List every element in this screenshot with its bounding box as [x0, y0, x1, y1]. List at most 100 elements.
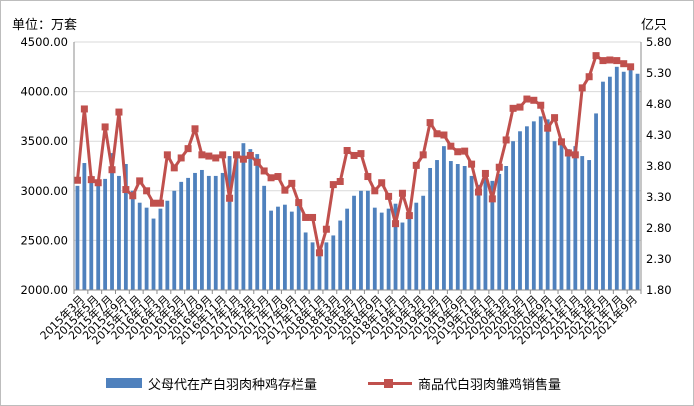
line-point	[163, 151, 171, 159]
bar-series-stock	[75, 66, 640, 291]
left-tick-label: 2500.00	[20, 233, 68, 247]
line-point	[322, 225, 330, 233]
bar	[200, 169, 204, 290]
line-point	[156, 199, 164, 207]
bar	[137, 202, 142, 290]
bar	[117, 175, 121, 290]
line-point	[599, 57, 607, 65]
bar	[552, 141, 557, 290]
bar	[559, 143, 564, 290]
legend: 父母代在产白羽肉种鸡存栏量 商品代白羽肉雏鸡销售量	[0, 374, 694, 393]
bar	[352, 195, 356, 290]
line-point	[468, 160, 476, 168]
line-point	[315, 249, 323, 257]
line-point	[551, 114, 559, 122]
legend-label-sales: 商品代白羽肉雏鸡销售量	[418, 378, 562, 393]
left-tick-label: 3500.00	[20, 134, 68, 148]
line-point	[246, 151, 254, 159]
bar	[531, 121, 536, 290]
bar	[220, 172, 225, 290]
x-axis-ticks: 2015年3月2015年5月2015年7月2015年9月2015年11月2016…	[37, 292, 640, 347]
right-tick-label: 5.30	[646, 66, 672, 80]
right-axis-unit: 亿只	[641, 18, 668, 33]
bar	[587, 160, 592, 290]
line-point	[343, 147, 351, 154]
bar	[573, 146, 578, 290]
bar	[469, 175, 474, 290]
bar	[490, 180, 495, 290]
bar	[497, 173, 502, 290]
bar	[511, 141, 515, 290]
line-point	[357, 150, 365, 158]
line-point	[378, 179, 386, 187]
bar	[545, 119, 550, 290]
line-point	[405, 212, 413, 220]
axes	[73, 42, 642, 294]
bar	[566, 149, 571, 290]
bar	[123, 164, 128, 290]
legend-bar-swatch	[106, 378, 142, 388]
line-point	[108, 166, 116, 174]
line-point	[627, 63, 635, 71]
right-tick-label: 2.80	[646, 221, 672, 235]
bar	[614, 66, 619, 290]
bar	[282, 204, 287, 290]
line-point	[385, 192, 393, 200]
line-point	[198, 151, 206, 159]
line-point	[620, 60, 628, 68]
left-axis-unit: 单位：万套	[12, 18, 78, 33]
line-point	[592, 52, 600, 60]
line-point	[191, 125, 199, 133]
left-tick-label: 4500.00	[20, 35, 68, 49]
bar	[234, 153, 239, 290]
bar	[213, 175, 218, 290]
line-point	[226, 194, 234, 202]
bar	[317, 253, 322, 290]
bar	[130, 190, 135, 290]
bar	[206, 175, 211, 290]
line-point	[281, 186, 289, 194]
line-point	[295, 199, 303, 207]
line-point	[544, 124, 552, 132]
line-point	[260, 167, 268, 175]
bar	[518, 131, 522, 290]
left-tick-label: 4000.00	[20, 85, 68, 99]
bar	[193, 172, 197, 290]
line-point	[564, 149, 572, 157]
bar	[435, 160, 439, 290]
bar	[289, 211, 294, 290]
bar	[345, 208, 350, 290]
left-tick-label: 2000.00	[20, 283, 68, 297]
bar	[186, 177, 190, 290]
bar	[172, 190, 177, 290]
bar	[303, 232, 308, 290]
line-point	[232, 151, 240, 159]
bar	[96, 182, 101, 290]
line-point	[309, 213, 317, 221]
line-point	[239, 155, 247, 163]
bar	[400, 222, 405, 290]
line-point	[274, 173, 282, 181]
bar	[607, 76, 612, 290]
line-point	[606, 56, 614, 64]
line-point	[481, 169, 489, 177]
line-point	[488, 195, 496, 203]
bar	[151, 218, 156, 290]
line-point	[426, 119, 434, 127]
line-point	[253, 158, 261, 166]
bar	[448, 161, 453, 290]
line-point	[212, 154, 220, 162]
left-axis-ticks: 2000.00 2500.00 3000.00 3500.00 4000.00 4500.…	[20, 35, 68, 297]
bar	[635, 73, 640, 290]
line-point	[350, 151, 358, 159]
line-point	[115, 108, 123, 116]
line-point	[94, 179, 102, 187]
bar	[158, 208, 163, 290]
left-tick-label: 3000.00	[20, 184, 68, 198]
line-point	[578, 84, 586, 92]
line-point	[80, 105, 88, 113]
bar	[359, 190, 363, 290]
right-tick-label: 3.30	[646, 190, 672, 204]
bar	[269, 210, 273, 290]
